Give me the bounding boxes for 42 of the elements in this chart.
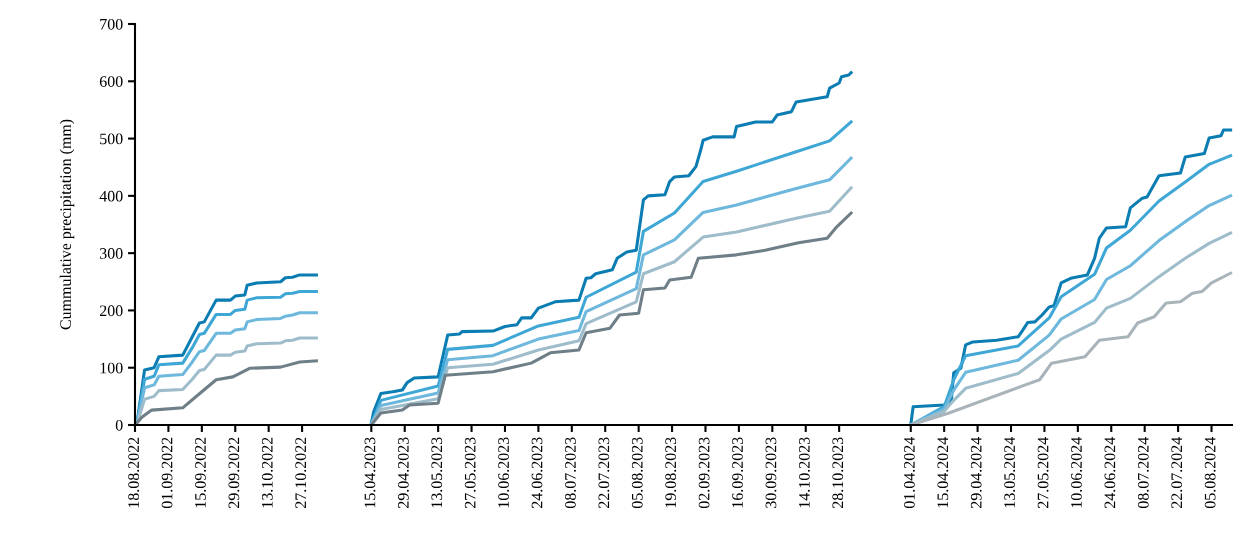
x-tick-label: 02.09.2023: [698, 437, 710, 509]
x-tick-label: 29.04.2024: [970, 437, 982, 508]
x-tick-label: 14.10.2023: [798, 437, 810, 508]
y-tick-label: 400: [99, 190, 123, 202]
x-tick-label: 15.09.2022: [195, 437, 206, 508]
x-tick-label: 28.10.2023: [832, 437, 844, 508]
x-tick-label: 10.06.2024: [1071, 437, 1082, 508]
x-tick-label: 16.09.2023: [732, 437, 743, 508]
x-tick-label: 29.09.2022: [228, 437, 240, 508]
x-tick-label: 13.05.2023: [431, 437, 443, 508]
y-tick-label: 700: [100, 18, 123, 30]
x-tick-label: 01.09.2022: [161, 437, 173, 509]
y-tick-label: 300: [100, 248, 123, 259]
x-tick-label: 22.07.2024: [1171, 437, 1183, 508]
x-tick-label: 15.04.2024: [937, 437, 949, 508]
line-series: [135, 336, 318, 425]
y-tick-label: 500: [100, 133, 123, 145]
x-tick-label: 01.04.2024: [903, 437, 915, 509]
x-tick-label: 29.04.2023: [397, 437, 409, 508]
x-tick-label: 08.07.2024: [1137, 437, 1149, 509]
x-tick-label: 05.08.2023: [631, 437, 643, 509]
y-tick-label: 600: [99, 76, 123, 87]
y-tick-label: 100: [100, 362, 123, 374]
x-tick-label: 19.08.2023: [665, 437, 677, 508]
x-tick-label: 18.08.2022: [128, 437, 140, 508]
x-tick-label: 13.10.2022: [261, 437, 273, 508]
y-tick-label: 200: [99, 305, 123, 317]
x-tick-label: 27.10.2022: [295, 437, 307, 508]
y-tick-label: 0: [115, 419, 123, 431]
x-tick-label: 27.05.2024: [1037, 437, 1049, 508]
x-tick-label: 08.07.2023: [565, 437, 576, 509]
x-tick-label: 24.06.2023: [531, 437, 543, 508]
x-tick-label: 30.09.2023: [765, 437, 777, 508]
x-tick-label: 24.06.2024: [1104, 437, 1116, 508]
x-tick-label: 05.08.2024: [1204, 437, 1216, 509]
x-tick-label: 13.05.2024: [1004, 437, 1016, 508]
x-tick-label: 10.06.2023: [498, 437, 510, 508]
y-axis-title: Cummulative precipitation (mm): [59, 119, 75, 330]
x-tick-label: 27.05.2023: [464, 437, 476, 508]
line-series: [135, 359, 318, 425]
x-tick-label: 15.04.2023: [364, 437, 376, 508]
x-tick-label: 22.07.2023: [598, 437, 610, 508]
